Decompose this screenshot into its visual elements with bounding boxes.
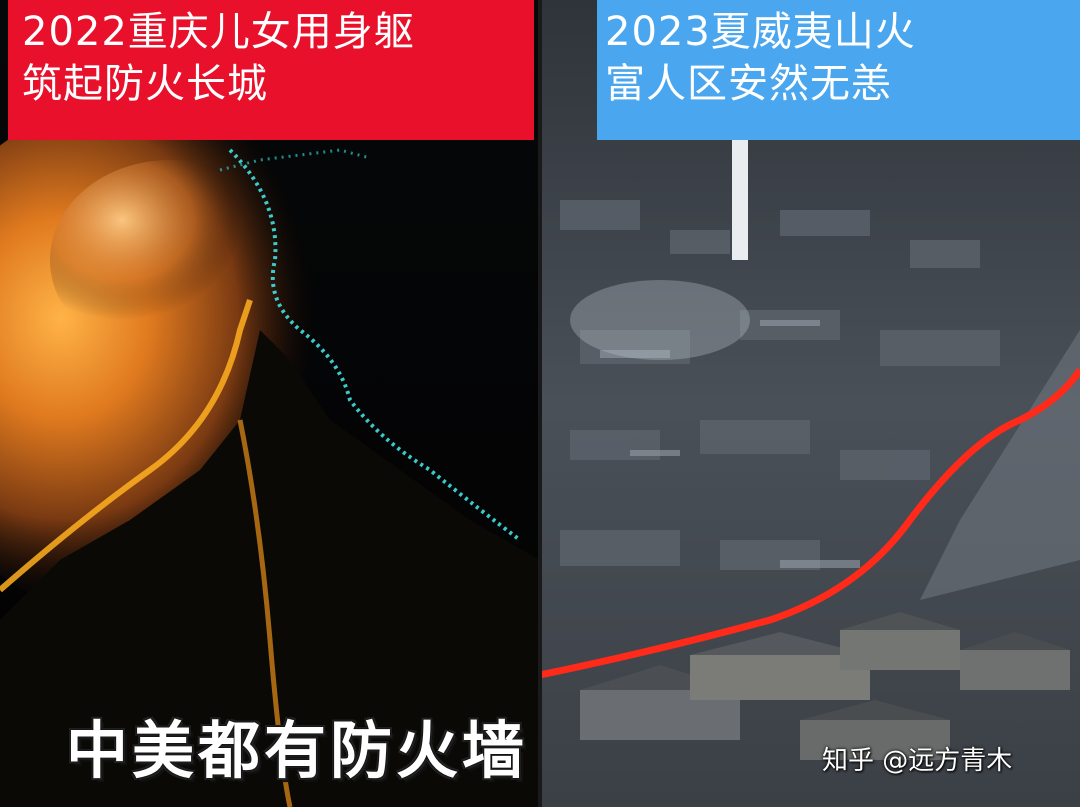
mountain-ridge bbox=[0, 330, 540, 807]
left-caption-line1: 2022重庆儿女用身躯 bbox=[22, 9, 415, 55]
red-boundary-line bbox=[540, 368, 1080, 679]
white-pillar bbox=[732, 140, 748, 260]
slogan-text: 中美都有防火墙 bbox=[66, 714, 529, 787]
smoke-wisp bbox=[570, 280, 750, 360]
right-caption: 2023夏威夷山火 富人区安然无恙 bbox=[597, 0, 1080, 140]
right-caption-line1: 2023夏威夷山火 bbox=[605, 9, 916, 55]
left-caption-line2: 筑起防火长城 bbox=[22, 61, 268, 107]
burned-rubble bbox=[560, 200, 1000, 570]
fire-line-lower bbox=[237, 419, 293, 807]
fire-line bbox=[0, 299, 253, 593]
watermark-text: 知乎 @远方青木 bbox=[822, 746, 1013, 776]
intact-houses bbox=[580, 612, 1070, 760]
road bbox=[920, 330, 1080, 600]
ash-highlights bbox=[600, 320, 860, 568]
smoke-plume bbox=[50, 160, 290, 360]
left-caption: 2022重庆儿女用身躯 筑起防火长城 bbox=[8, 0, 534, 140]
panel-divider bbox=[538, 0, 542, 807]
right-caption-line2: 富人区安然无恙 bbox=[605, 61, 892, 107]
glowing-human-chain bbox=[228, 148, 522, 542]
